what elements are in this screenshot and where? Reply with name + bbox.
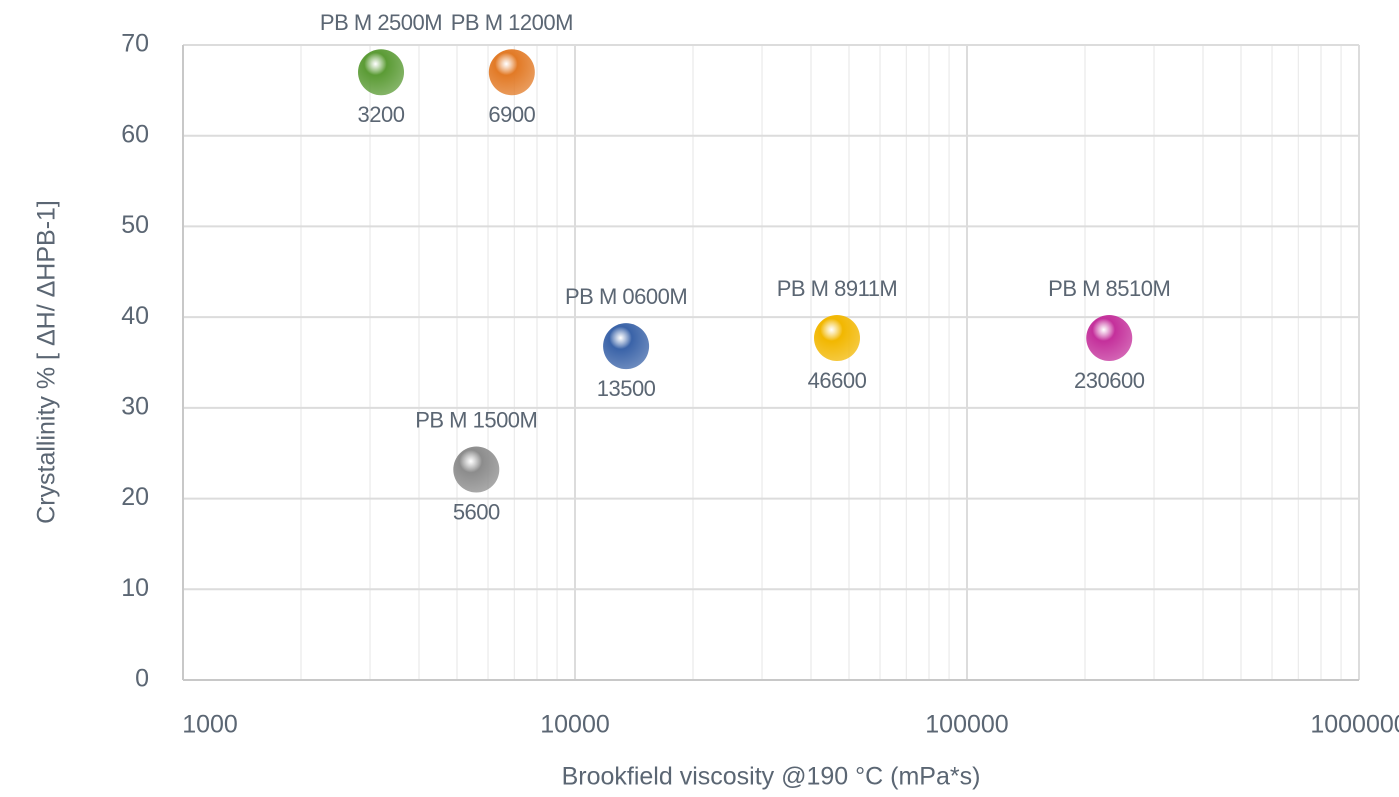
value-label: 3200	[358, 102, 405, 127]
point	[453, 446, 500, 493]
point	[603, 323, 650, 370]
y-axis-title: Crystallinity % [ ΔH/ ΔHPB-1]	[33, 200, 61, 524]
x-tick-label: 100000	[925, 711, 1008, 739]
y-tick-label: 60	[121, 120, 149, 148]
y-tick-label: 30	[121, 392, 149, 420]
point	[814, 315, 861, 362]
x-tick-label: 10000	[540, 711, 610, 739]
point-name: PB M 2500M	[320, 10, 442, 35]
y-tick-label: 0	[135, 665, 149, 693]
y-tick-label: 50	[121, 211, 149, 239]
x-axis-title: Brookfield viscosity @190 °C (mPa*s)	[562, 763, 981, 791]
point-name: PB M 1500M	[415, 407, 537, 432]
value-label: 13500	[597, 376, 656, 401]
x-tick-label: 1000	[182, 711, 238, 739]
point-name: PB M 8510M	[1048, 276, 1170, 301]
point	[358, 49, 405, 96]
point-name: PB M 8911M	[777, 276, 898, 301]
y-tick-label: 40	[121, 302, 149, 330]
point	[488, 49, 535, 96]
y-tick-label: 10	[121, 574, 149, 602]
point	[1086, 315, 1133, 362]
y-tick-label: 20	[121, 483, 149, 511]
value-label: 230600	[1074, 368, 1145, 393]
value-label: 6900	[488, 102, 535, 127]
x-tick-label: 1000000	[1310, 711, 1399, 739]
y-tick-label: 70	[121, 30, 149, 58]
value-label: 46600	[808, 368, 867, 393]
point-name: PB M 0600M	[565, 284, 687, 309]
point-name: PB M 1200M	[451, 10, 573, 35]
value-label: 5600	[453, 499, 500, 524]
